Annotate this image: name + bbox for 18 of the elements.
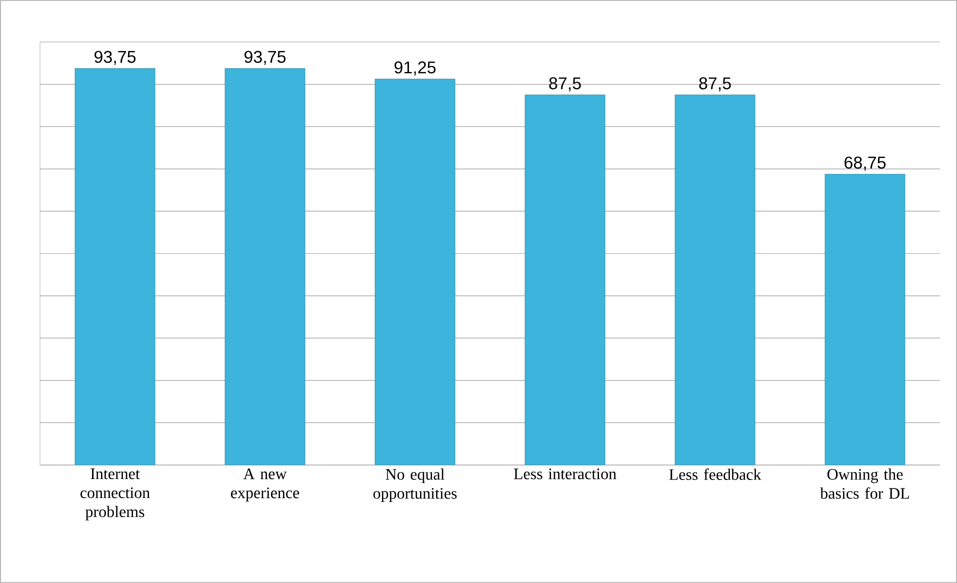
data-label: 87,5 [549,77,581,92]
bar [74,68,156,465]
bar [374,78,456,465]
x-tick-label: A new experience [230,468,300,502]
bar [524,94,606,465]
bar [224,68,306,465]
x-tick-label: Owning the basics for DL [820,468,909,499]
data-label: 91,25 [394,61,436,76]
x-tick-label: Less interaction [514,468,616,480]
bar [824,174,906,465]
x-tick-label: Less feedback [669,468,762,480]
data-label: 87,5 [699,77,731,92]
data-label: 68,75 [844,156,886,171]
data-label: 93,75 [94,50,136,65]
x-tick-label: Internet connection problems [80,468,150,520]
data-label: 93,75 [244,50,286,65]
x-tick-label: No equal opportunities [373,468,457,502]
bar [674,94,756,465]
